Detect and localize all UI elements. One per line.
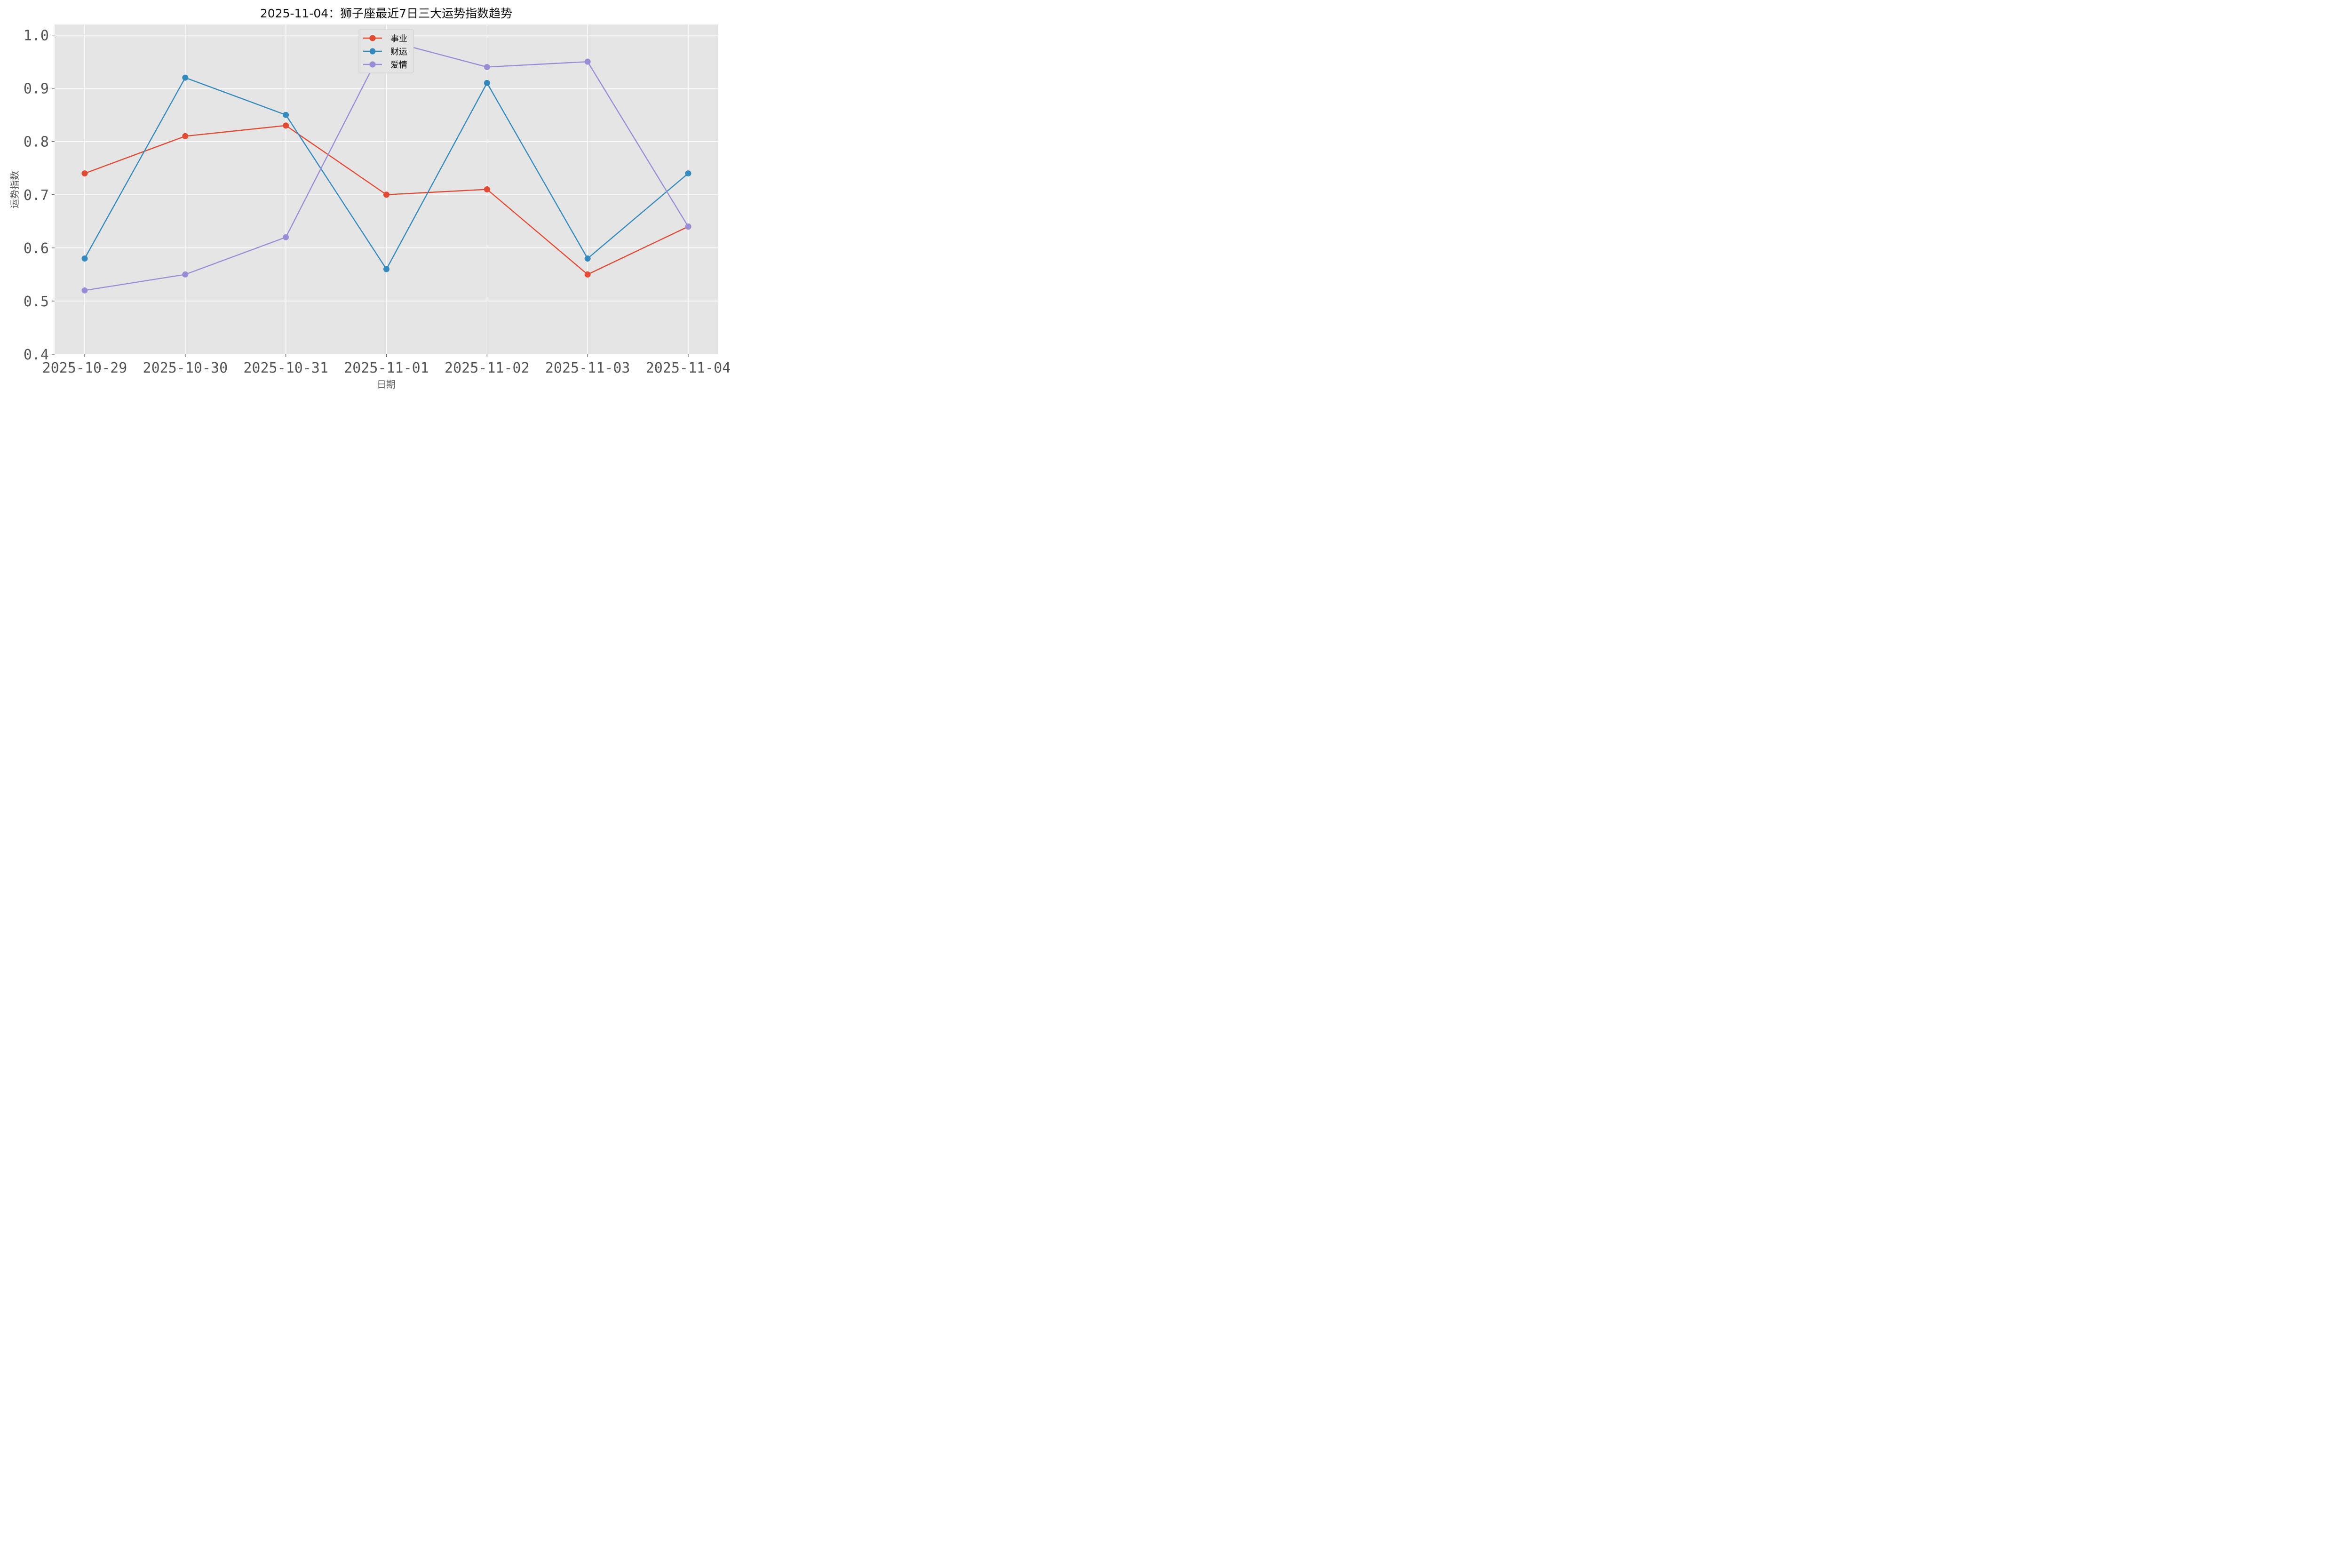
y-tick-label: 0.8 [24,134,49,151]
data-point [484,64,490,70]
legend-entry: 爱情 [363,60,407,70]
data-point [81,170,88,177]
data-point [484,80,490,86]
data-point [383,266,389,272]
x-tick-label: 2025-11-01 [344,360,429,376]
data-point [484,186,490,192]
y-axis-label: 运势指数 [9,171,20,208]
x-tick-label: 2025-10-29 [42,360,127,376]
data-point [584,271,591,278]
axis-ticks: 0.4 0.5 0.6 0.7 0.8 0.9 1.0 2025-10-29 2025-10-3… [24,28,731,376]
legend-marker [369,35,376,41]
data-point [81,287,88,294]
series-lines [81,37,691,294]
data-point [182,133,189,139]
legend-entry: 财运 [363,47,407,57]
x-tick-label: 2025-11-02 [445,360,530,376]
data-point [685,223,691,230]
x-axis-label: 日期 [377,379,396,390]
legend-label: 爱情 [390,60,407,70]
data-point [283,234,289,240]
data-point [182,74,189,81]
legend-label: 事业 [390,34,407,44]
y-tick-label: 0.6 [24,240,49,257]
y-tick-label: 0.5 [24,294,49,310]
data-point [81,255,88,262]
y-tick-label: 0.9 [24,81,49,97]
y-tick-label: 0.4 [24,347,49,363]
data-point [383,191,389,198]
chart-container: 0.4 0.5 0.6 0.7 0.8 0.9 1.0 2025-10-29 2025-10-3… [0,0,735,396]
legend-marker [369,48,376,55]
y-tick-label: 0.7 [24,187,49,204]
series-2 [81,74,691,272]
x-tick-label: 2025-10-30 [143,360,228,376]
legend-entry: 事业 [363,34,407,44]
y-tick-label: 1.0 [24,28,49,44]
x-tick-label: 2025-11-03 [545,360,630,376]
data-point [283,111,289,118]
data-point [584,255,591,262]
legend-marker [369,61,376,68]
data-point [283,122,289,129]
legend-label: 财运 [390,47,407,57]
x-tick-label: 2025-11-04 [646,360,731,376]
data-point [584,58,591,65]
data-point [182,271,189,278]
x-tick-label: 2025-10-31 [243,360,328,376]
chart-title: 2025-11-04：狮子座最近7日三大运势指数趋势 [260,7,512,20]
line-chart: 0.4 0.5 0.6 0.7 0.8 0.9 1.0 2025-10-29 2025-10-3… [9,7,731,390]
data-point [685,170,691,177]
